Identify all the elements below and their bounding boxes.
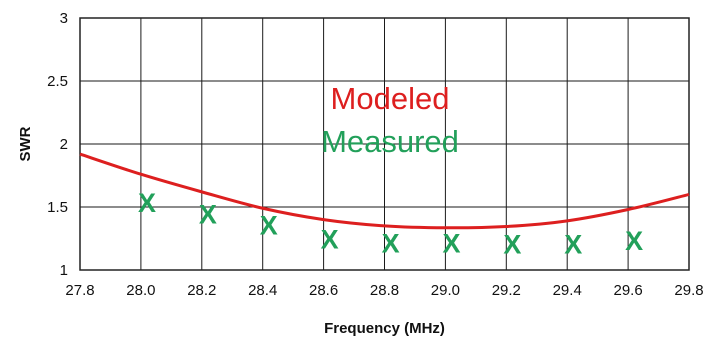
modeled-series-line xyxy=(79,152,690,230)
plot-area-border xyxy=(79,17,690,271)
x-tick-label: 28.4 xyxy=(248,282,277,299)
x-axis-title: Frequency (MHz) xyxy=(324,320,445,337)
series: X X X X X X X X X xyxy=(79,152,690,260)
y-tick-label: 2 xyxy=(60,136,68,153)
y-axis-title: SWR xyxy=(17,126,34,161)
x-tick-label: 28.0 xyxy=(126,282,155,299)
y-tick-label: 1 xyxy=(60,262,68,279)
x-tick-label: 29.6 xyxy=(613,282,642,299)
x-tick-label: 29.2 xyxy=(492,282,521,299)
measured-data-point: X xyxy=(138,188,156,218)
y-tick-label: 3 xyxy=(60,10,68,27)
x-tick-label: 28.8 xyxy=(370,282,399,299)
legend-entry-modeled: Modeled xyxy=(331,81,450,116)
y-tick-label: 2.5 xyxy=(47,73,68,90)
x-tick-label: 28.2 xyxy=(187,282,216,299)
x-tick-label: 29.8 xyxy=(674,282,703,299)
measured-data-point: X xyxy=(503,230,521,260)
measured-data-point: X xyxy=(564,230,582,260)
x-tick-label: 29.4 xyxy=(553,282,582,299)
measured-data-point: X xyxy=(442,228,460,258)
legend: Modeled Measured xyxy=(321,81,459,159)
measured-data-point: X xyxy=(321,225,339,255)
x-tick-label: 29.0 xyxy=(431,282,460,299)
measured-data-point: X xyxy=(199,199,217,229)
measured-data-point: X xyxy=(382,228,400,258)
x-tick-label: 28.6 xyxy=(309,282,338,299)
legend-entry-measured: Measured xyxy=(321,124,459,159)
y-tick-label: 1.5 xyxy=(47,199,68,216)
x-tick-label: 27.8 xyxy=(65,282,94,299)
axis-ticks: 27.8 28.0 28.2 28.4 28.6 28.8 29.0 29.2 29.4 29.6… xyxy=(47,10,703,299)
measured-data-point: X xyxy=(625,226,643,256)
measured-data-point: X xyxy=(260,211,278,241)
